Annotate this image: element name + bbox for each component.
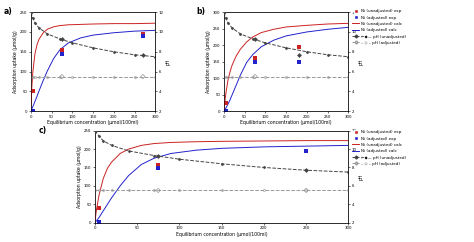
Point xyxy=(139,53,146,57)
Point xyxy=(251,75,259,78)
Text: b): b) xyxy=(196,7,205,16)
Point xyxy=(220,10,228,14)
Point xyxy=(155,154,162,158)
Point xyxy=(155,163,162,166)
Point xyxy=(29,90,36,93)
Point xyxy=(155,189,162,192)
Point xyxy=(295,60,302,64)
Point xyxy=(58,75,66,78)
Point xyxy=(95,206,103,210)
Point xyxy=(139,32,146,36)
X-axis label: Equilibrium concentration (μmol/100ml): Equilibrium concentration (μmol/100ml) xyxy=(47,120,139,125)
Point xyxy=(302,149,310,153)
Y-axis label: pH: pH xyxy=(165,59,170,65)
Point xyxy=(251,60,259,64)
Y-axis label: Adsorption uptake (μmol/g): Adsorption uptake (μmol/g) xyxy=(77,145,82,208)
Point xyxy=(302,149,310,153)
Y-axis label: Adsorption uptake (μmol/g): Adsorption uptake (μmol/g) xyxy=(13,30,18,93)
Point xyxy=(302,168,310,172)
Point xyxy=(302,189,310,192)
Point xyxy=(251,56,259,60)
Y-axis label: Adsorption uptake (μmol/g): Adsorption uptake (μmol/g) xyxy=(207,30,211,93)
Point xyxy=(139,34,146,38)
Point xyxy=(222,101,230,105)
Point xyxy=(139,75,146,78)
Point xyxy=(155,166,162,170)
Point xyxy=(295,45,302,49)
X-axis label: Equilibrium concentration (μmol/100ml): Equilibrium concentration (μmol/100ml) xyxy=(176,232,267,236)
Text: a): a) xyxy=(3,7,12,16)
Y-axis label: pH: pH xyxy=(358,174,363,180)
Legend: Ni (unadjusted) exp, Ni (adjusted) exp, Ni (unadjusted) calc, Ni (adjusted) calc: Ni (unadjusted) exp, Ni (adjusted) exp, … xyxy=(352,9,406,45)
Point xyxy=(295,53,302,57)
Text: c): c) xyxy=(39,126,47,135)
X-axis label: Equilibrium concentration (μmol/100ml): Equilibrium concentration (μmol/100ml) xyxy=(240,120,332,125)
Point xyxy=(58,52,66,56)
Point xyxy=(251,37,259,41)
Legend: Ni (unadjusted) exp, Ni (adjusted) exp, Ni (unadjusted) calc, Ni (adjusted) calc: Ni (unadjusted) exp, Ni (adjusted) exp, … xyxy=(352,130,406,166)
Point xyxy=(58,48,66,52)
Point xyxy=(95,220,103,224)
Point xyxy=(27,10,35,14)
Point xyxy=(29,109,36,113)
Point xyxy=(91,129,99,133)
Y-axis label: pH: pH xyxy=(358,59,363,65)
Point xyxy=(222,109,230,113)
Point xyxy=(58,37,66,41)
